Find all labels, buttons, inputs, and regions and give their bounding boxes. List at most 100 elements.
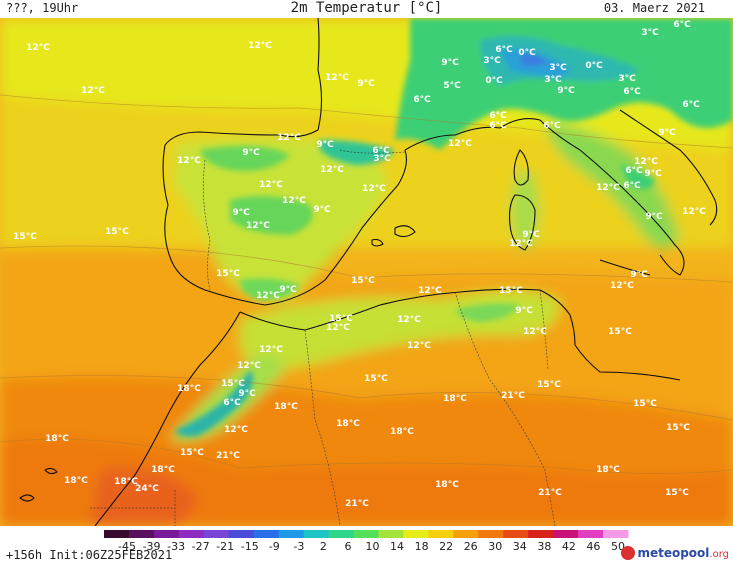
temperature-label: 6°C: [489, 121, 507, 131]
temperature-label: 12°C: [418, 286, 442, 296]
temperature-label: 12°C: [248, 41, 272, 51]
colorbar-tick-label: 10: [366, 540, 380, 553]
temperature-label: 15°C: [364, 374, 388, 384]
temperature-label: 12°C: [256, 291, 280, 301]
colorbar-segment: [278, 530, 305, 538]
temperature-label: 6°C: [372, 146, 390, 156]
map-footer: -45 -39 -33 -27 -21 -15 -9 -3 2 6 10 14 18 22 26 30 34 38…: [0, 526, 733, 566]
colorbar-segment: [203, 530, 230, 538]
temperature-label: 9°C: [238, 389, 256, 399]
colorbar-segment: [253, 530, 280, 538]
colorbar-tick-label: -33: [167, 540, 185, 553]
temperature-label: 15°C: [499, 286, 523, 296]
temperature-label: 12°C: [320, 165, 344, 175]
temperature-label: 15°C: [105, 227, 129, 237]
temperature-label: 9°C: [441, 58, 459, 68]
colorbar-segment: [528, 530, 554, 538]
temperature-label: 0°C: [518, 48, 536, 58]
temperature-label: 12°C: [259, 345, 283, 355]
temperature-label: 12°C: [26, 43, 50, 53]
temperature-label: 18°C: [45, 434, 69, 444]
colorbar-segment: [403, 530, 429, 538]
colorbar-tick-label: -27: [192, 540, 210, 553]
colorbar-segment: [428, 530, 454, 538]
temperature-label: 9°C: [644, 169, 662, 179]
temperature-label: 9°C: [357, 79, 375, 89]
colorbar-segment: [503, 530, 529, 538]
colorbar-tick-label: 6: [344, 540, 351, 553]
temperature-label: 12°C: [682, 207, 706, 217]
temperature-label: 18°C: [64, 476, 88, 486]
colorbar-tick-label: 46: [586, 540, 600, 553]
temperature-label: 9°C: [630, 270, 648, 280]
temperature-label: 12°C: [634, 157, 658, 167]
colorbar-segment: [478, 530, 504, 538]
colorbar-segment: [378, 530, 404, 538]
meteopool-logo[interactable]: meteopool.org: [621, 546, 729, 560]
colorbar-segment: [328, 530, 355, 538]
colorbar-tick-label: 22: [439, 540, 453, 553]
temperature-label: 15°C: [329, 314, 353, 324]
colorbar-tick-label: 34: [513, 540, 527, 553]
logo-text: meteopool: [637, 546, 710, 560]
temperature-label: 9°C: [232, 208, 250, 218]
temperature-label: 15°C: [216, 269, 240, 279]
temperature-label: 12°C: [325, 73, 349, 83]
temperature-map: 12°C 12°C12°C12°C9°C9°C6°C5°C6°C 0°C3°C3°C…: [0, 18, 733, 526]
colorbar-tick-label: -21: [216, 540, 234, 553]
temperature-label: 15°C: [351, 276, 375, 286]
temperature-colorbar: -45 -39 -33 -27 -21 -15 -9 -3 2 6 10 14 18 22 26 30 34 38…: [104, 530, 629, 553]
colorbar-tick-label: -9: [269, 540, 280, 553]
colorbar-tick-label: 42: [562, 540, 576, 553]
temperature-label: 15°C: [537, 380, 561, 390]
temperature-label: 15°C: [180, 448, 204, 458]
model-run-info: +156h Init:06Z25FEB2021: [6, 548, 173, 562]
colorbar-segment: [228, 530, 255, 538]
temperature-label: 3°C: [483, 56, 501, 66]
temperature-label: 18°C: [177, 384, 201, 394]
temperature-label: 12°C: [509, 239, 533, 249]
logo-icon: [621, 546, 636, 560]
temperature-label: 9°C: [279, 285, 297, 295]
temperature-label: 12°C: [448, 139, 472, 149]
temperature-label: 18°C: [274, 402, 298, 412]
coastlines: [19, 18, 718, 526]
colorbar-tick-label: -39: [143, 540, 161, 553]
temperature-label: 3°C: [544, 75, 562, 85]
temperature-label: 9°C: [313, 205, 331, 215]
temperature-label: 9°C: [645, 212, 663, 222]
temperature-label: 12°C: [407, 341, 431, 351]
temperature-label: 6°C: [413, 95, 431, 105]
colorbar-segment: [453, 530, 479, 538]
temperature-label: 21°C: [216, 451, 240, 461]
temperature-label: 21°C: [538, 488, 562, 498]
temperature-label: 18°C: [114, 477, 138, 487]
temperature-label: 12°C: [282, 196, 306, 206]
temperature-label: 3°C: [618, 74, 636, 84]
colorbar-tick-label: -3: [293, 540, 304, 553]
temperature-label: 6°C: [623, 181, 641, 191]
colorbar-segment: [178, 530, 205, 538]
temperature-label: 12°C: [81, 86, 105, 96]
temperature-label: 12°C: [397, 315, 421, 325]
temperature-label: 9°C: [242, 148, 260, 158]
temperature-label: 12°C: [362, 184, 386, 194]
temperature-label: 18°C: [435, 480, 459, 490]
colorbar-segment: [578, 530, 604, 538]
isotherms: [0, 94, 733, 474]
temperature-label: 15°C: [633, 399, 657, 409]
temperature-label: 9°C: [522, 230, 540, 240]
colorbar-segment: [104, 530, 130, 538]
temperature-label: 12°C: [177, 156, 201, 166]
temperature-label: 18°C: [443, 394, 467, 404]
temperature-label: 9°C: [515, 306, 533, 316]
colorbar-tick-label: -45: [118, 540, 136, 553]
temperature-label: 9°C: [316, 140, 334, 150]
temperature-label: 12°C: [246, 221, 270, 231]
temperature-label: 5°C: [443, 81, 461, 91]
temperature-label: 21°C: [501, 391, 525, 401]
temperature-label: 12°C: [259, 180, 283, 190]
colorbar-segment: [553, 530, 579, 538]
colorbar-tick-label: 18: [415, 540, 429, 553]
temperature-label: 12°C: [596, 183, 620, 193]
